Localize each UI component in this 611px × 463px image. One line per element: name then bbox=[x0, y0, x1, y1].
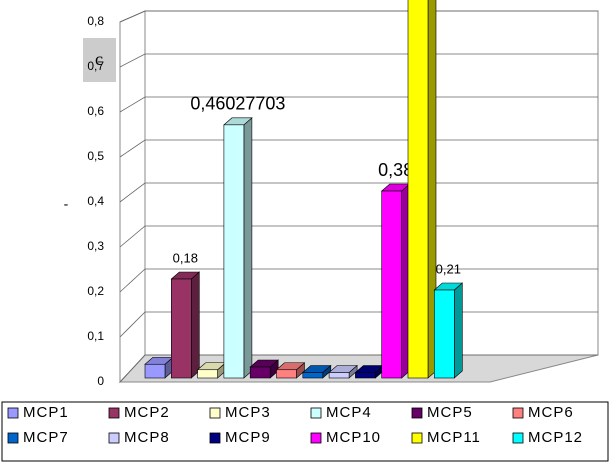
legend-label: MCP4 bbox=[326, 404, 372, 421]
legend-label: MCP6 bbox=[528, 404, 574, 421]
legend-label: MCP9 bbox=[225, 429, 271, 446]
bar-side bbox=[191, 271, 200, 379]
bar-side bbox=[453, 282, 463, 379]
grid-line bbox=[119, 53, 598, 68]
bar bbox=[197, 369, 218, 379]
y-tick-label: 0,3 bbox=[87, 239, 104, 253]
legend-label: MCP11 bbox=[427, 429, 481, 446]
bar-side bbox=[243, 117, 253, 379]
y-tick-label: 0,1 bbox=[87, 329, 104, 343]
legend-swatch bbox=[411, 432, 423, 444]
legend-swatch bbox=[7, 432, 19, 444]
y-tick-label: 0,8 bbox=[87, 14, 104, 28]
y-tick-label: 0,4 bbox=[87, 194, 104, 208]
bar bbox=[381, 190, 403, 379]
legend-swatch bbox=[7, 407, 19, 419]
grid-line bbox=[119, 225, 598, 248]
legend-swatch bbox=[209, 407, 221, 419]
grid-line bbox=[119, 10, 598, 23]
legend-box bbox=[1, 401, 609, 462]
legend-swatch bbox=[512, 407, 524, 419]
grid-line bbox=[119, 182, 598, 203]
legend-swatch bbox=[512, 432, 524, 444]
side-wall bbox=[119, 10, 146, 384]
bar bbox=[302, 372, 324, 379]
y-tick-label: 0,5 bbox=[87, 149, 104, 163]
legend-label: MCP2 bbox=[124, 404, 170, 421]
data-label: 0,46027703 bbox=[190, 94, 285, 114]
y-tick-label: 0,6 bbox=[87, 104, 104, 118]
y-axis-label: - bbox=[64, 196, 69, 212]
legend-swatch bbox=[411, 407, 423, 419]
y-tick-label: 0,2 bbox=[87, 284, 104, 298]
y-tick-label: 0,7 bbox=[87, 59, 104, 73]
grid-line bbox=[119, 96, 598, 113]
grid-line bbox=[119, 139, 598, 158]
legend-swatch bbox=[108, 407, 120, 419]
bar bbox=[407, 0, 429, 379]
legend-label: MCP5 bbox=[427, 404, 473, 421]
legend-swatch bbox=[310, 432, 322, 444]
bar bbox=[223, 124, 245, 379]
legend-label: MCP12 bbox=[528, 429, 583, 446]
legend-label: MCP1 bbox=[23, 404, 69, 421]
legend-swatch bbox=[310, 407, 322, 419]
bar bbox=[276, 369, 297, 379]
data-label: 0,21 bbox=[436, 261, 461, 276]
bar bbox=[144, 363, 166, 379]
legend-label: MCP8 bbox=[124, 429, 170, 446]
bar bbox=[249, 366, 271, 379]
bar bbox=[171, 278, 192, 379]
bar bbox=[328, 372, 350, 379]
data-label: 0,18 bbox=[173, 250, 198, 265]
bar bbox=[433, 289, 455, 379]
legend-label: MCP7 bbox=[23, 429, 69, 446]
grid-line bbox=[119, 268, 598, 293]
panel-label: c bbox=[95, 49, 103, 69]
legend-swatch bbox=[209, 432, 221, 444]
bar bbox=[355, 372, 376, 379]
panel-box bbox=[83, 38, 116, 82]
legend-label: MCP10 bbox=[326, 429, 381, 446]
legend-swatch bbox=[108, 432, 120, 444]
legend-label: MCP3 bbox=[225, 404, 271, 421]
data-label: 0,38 bbox=[378, 160, 413, 180]
y-tick-label: 0 bbox=[97, 374, 104, 388]
